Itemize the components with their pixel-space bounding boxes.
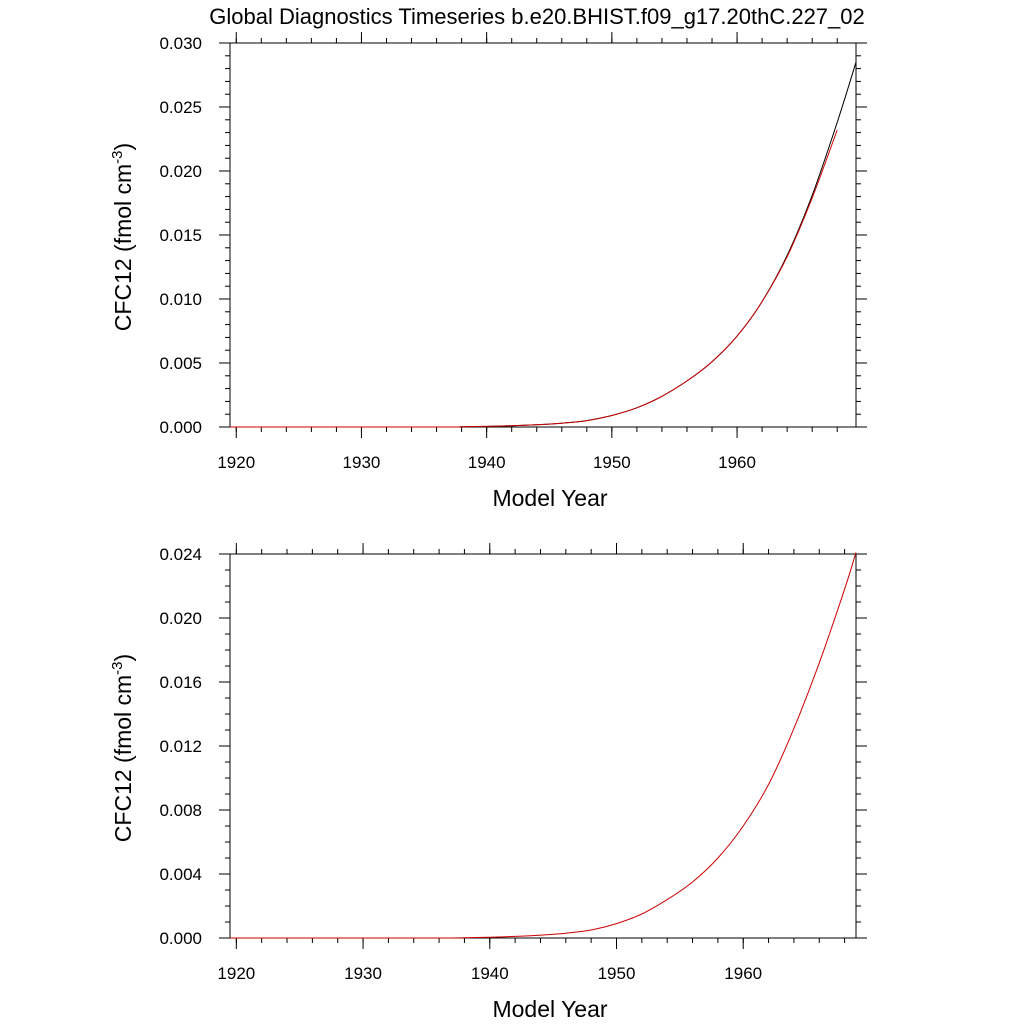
y-tick-label: 0.024 <box>159 545 202 564</box>
x-tick-label: 1940 <box>471 964 509 983</box>
x-tick-label: 1960 <box>724 964 762 983</box>
y-axis-title-superscript: -3 <box>109 150 126 163</box>
y-tick-label: 0.005 <box>159 354 202 373</box>
y-tick-label: 0.025 <box>159 98 202 117</box>
chart-panel-1: 1920 1930 1940 1950 1960 0.000 0.005 0.010 0.015… <box>109 32 867 511</box>
plot-frame <box>229 553 857 939</box>
x-tick-label: 1960 <box>718 453 756 472</box>
y-tick-label: 0.020 <box>159 162 202 181</box>
x-tick-label: 1930 <box>344 964 382 983</box>
y-tick-label: 0.020 <box>159 609 202 628</box>
x-tick-label: 1950 <box>598 964 636 983</box>
x-axis-title: Model Year <box>492 996 607 1022</box>
plot-frame <box>229 42 857 428</box>
y-axis-title-text: CFC12 (fmol cm <box>110 675 136 842</box>
series-line-1 <box>229 552 857 939</box>
x-tick-label: 1930 <box>343 453 381 472</box>
y-tick-label: 0.015 <box>159 226 202 245</box>
x-tick-label: 1940 <box>468 453 506 472</box>
y-axis-title-text: CFC12 (fmol cm <box>110 164 136 331</box>
series-line-1 <box>230 62 857 428</box>
y-tick-label: 0.008 <box>159 801 202 820</box>
y-tick-label: 0.012 <box>159 737 202 756</box>
y-axis-title: CFC12 (fmol cm-3) <box>109 654 136 842</box>
x-axis-title: Model Year <box>492 485 607 511</box>
y-axis-title-close: ) <box>110 143 136 151</box>
y-tick-label: 0.000 <box>159 929 202 948</box>
chart-panel-2: 1920 1930 1940 1950 1960 0.000 0.004 0.008 0.012… <box>109 543 867 1022</box>
y-tick-label: 0.016 <box>159 673 202 692</box>
page-title: Global Diagnostics Timeseries b.e20.BHIS… <box>209 4 865 29</box>
y-tick-label: 0.010 <box>159 290 202 309</box>
y-tick-label: 0.004 <box>159 865 202 884</box>
y-axis-title: CFC12 (fmol cm-3) <box>109 143 136 331</box>
series-line-2 <box>230 129 838 428</box>
y-axis-title-close: ) <box>110 654 136 662</box>
y-tick-label: 0.000 <box>159 418 202 437</box>
y-axis-title-superscript: -3 <box>109 661 126 674</box>
x-tick-label: 1920 <box>217 453 255 472</box>
x-tick-label: 1950 <box>593 453 631 472</box>
y-tick-label: 0.030 <box>159 34 202 53</box>
x-tick-label: 1920 <box>217 964 255 983</box>
